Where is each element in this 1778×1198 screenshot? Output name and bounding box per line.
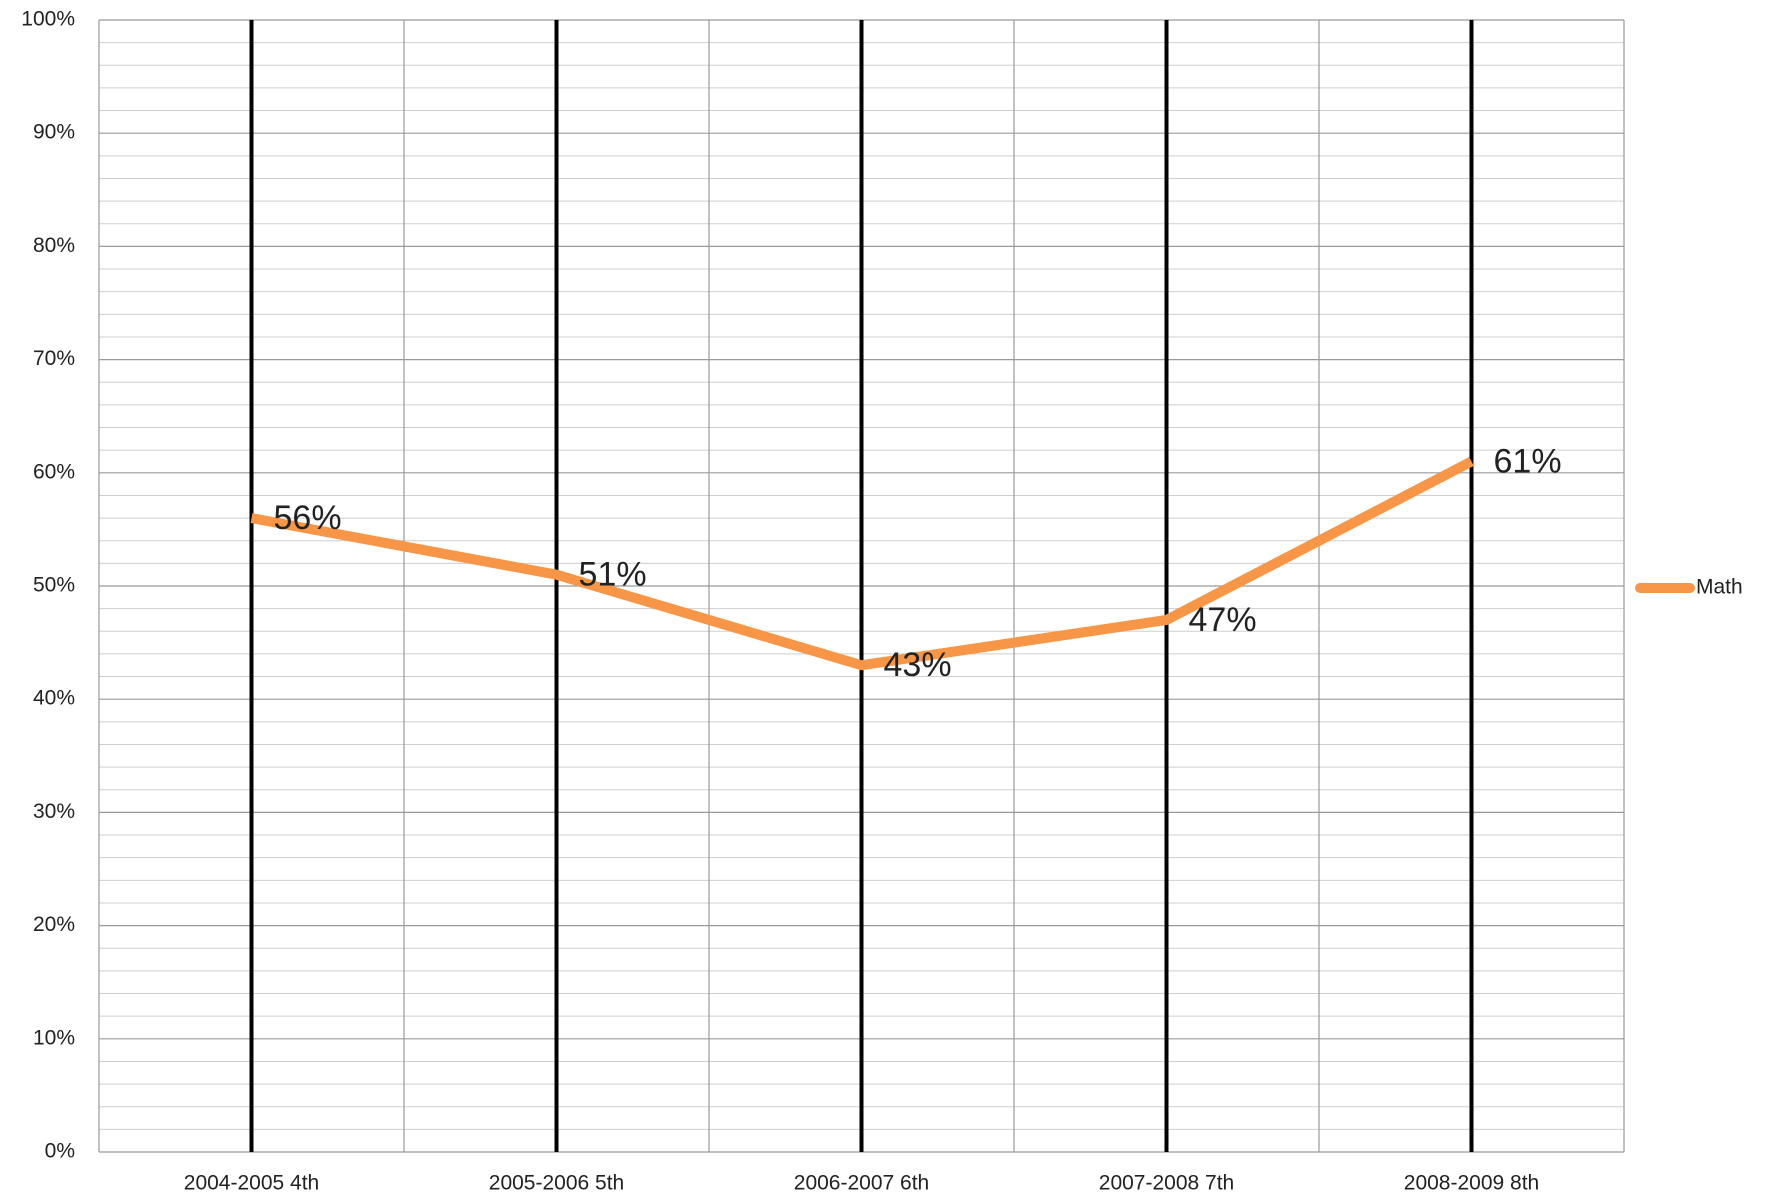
y-tick-label: 100% bbox=[21, 8, 75, 31]
x-tick-label: 2007-2008 7th bbox=[1099, 1172, 1234, 1195]
legend-label: Math bbox=[1696, 576, 1743, 599]
data-label: 51% bbox=[579, 556, 647, 594]
data-label: 47% bbox=[1189, 601, 1257, 639]
y-tick-label: 60% bbox=[33, 460, 75, 483]
x-tick-label: 2006-2007 6th bbox=[794, 1172, 929, 1195]
y-tick-label: 50% bbox=[33, 574, 75, 597]
x-tick-label: 2004-2005 4th bbox=[184, 1172, 319, 1195]
data-label: 61% bbox=[1494, 442, 1562, 480]
y-tick-label: 70% bbox=[33, 347, 75, 370]
x-tick-label: 2008-2009 8th bbox=[1404, 1172, 1539, 1195]
y-tick-label: 20% bbox=[33, 913, 75, 936]
y-tick-label: 0% bbox=[45, 1140, 75, 1163]
data-label: 43% bbox=[884, 646, 952, 684]
y-tick-label: 80% bbox=[33, 234, 75, 257]
y-tick-label: 10% bbox=[33, 1026, 75, 1049]
y-tick-label: 90% bbox=[33, 121, 75, 144]
data-label: 56% bbox=[274, 499, 342, 537]
y-tick-label: 40% bbox=[33, 687, 75, 710]
series-line bbox=[250, 457, 1474, 671]
x-tick-label: 2005-2006 5th bbox=[489, 1172, 624, 1195]
y-tick-label: 30% bbox=[33, 800, 75, 823]
